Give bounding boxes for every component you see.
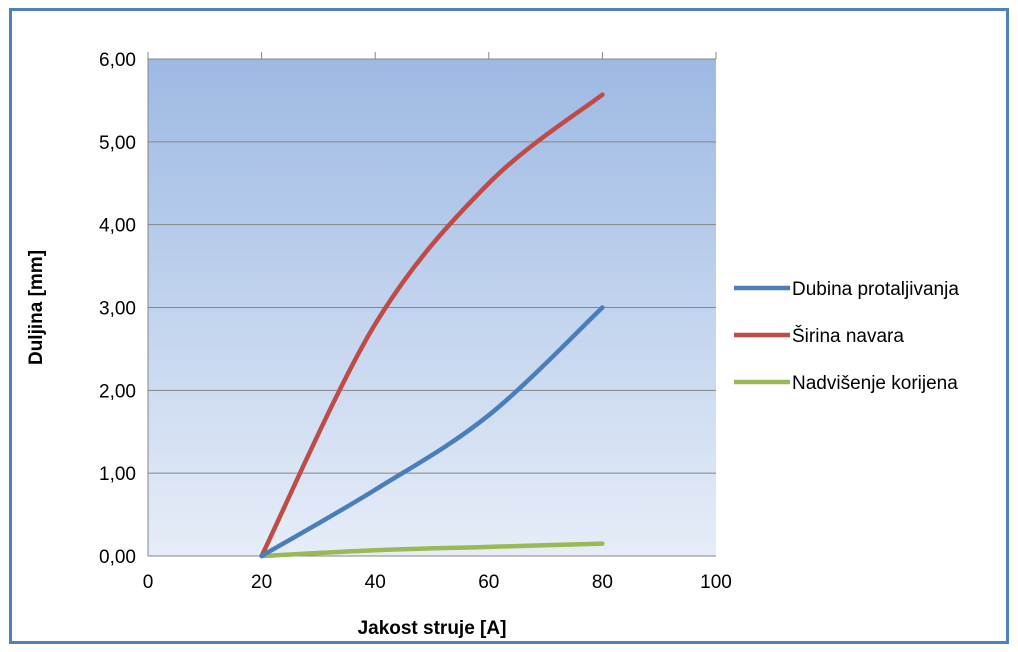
legend-label-dubina-protaljivanja: Dubina protaljivanja [792,279,959,300]
x-axis-title: Jakost struje [A] [358,618,507,639]
x-tick-label: 60 [478,572,499,593]
grid-lines [148,58,716,474]
chart-frame: 0,00 1,00 2,00 3,00 4,00 5,00 6,00 0 20 40 60 80 100… [9,8,1009,644]
legend-label-sirina-navara: Širina navara [792,325,904,347]
y-tick-label: 4,00 [99,216,136,237]
y-tick-label: 3,00 [99,299,136,320]
x-tick-label: 20 [251,572,272,593]
series-line-dubina-protaljivanja [259,305,605,559]
tick-labels: 0,00 1,00 2,00 3,00 4,00 5,00 6,00 0 20 40 60 80 100 [99,50,732,593]
y-tick-label: 6,00 [99,50,136,71]
axes [147,52,717,557]
legend-label-nadvisenje-korijena: Nadvišenje korijena [792,373,958,394]
series-line-nadvisenje-korijena [259,541,605,559]
y-tick-label: 0,00 [99,547,136,568]
y-tick-label: 1,00 [99,464,136,485]
x-tick-label: 100 [700,572,732,593]
series-layer [259,92,605,559]
y-axis-title: Duljina [mm] [26,250,47,365]
y-tick-label: 2,00 [99,381,136,402]
x-tick-label: 0 [143,572,154,593]
y-tick-label: 5,00 [99,133,136,154]
series-line-sirina-navara [259,92,605,559]
x-tick-label: 80 [592,572,613,593]
legend: Dubina protaljivanja Širina navara Nadviše… [734,279,959,394]
line-chart: 0,00 1,00 2,00 3,00 4,00 5,00 6,00 0 20 40 60 80 100… [26,50,959,639]
x-tick-label: 40 [365,572,386,593]
